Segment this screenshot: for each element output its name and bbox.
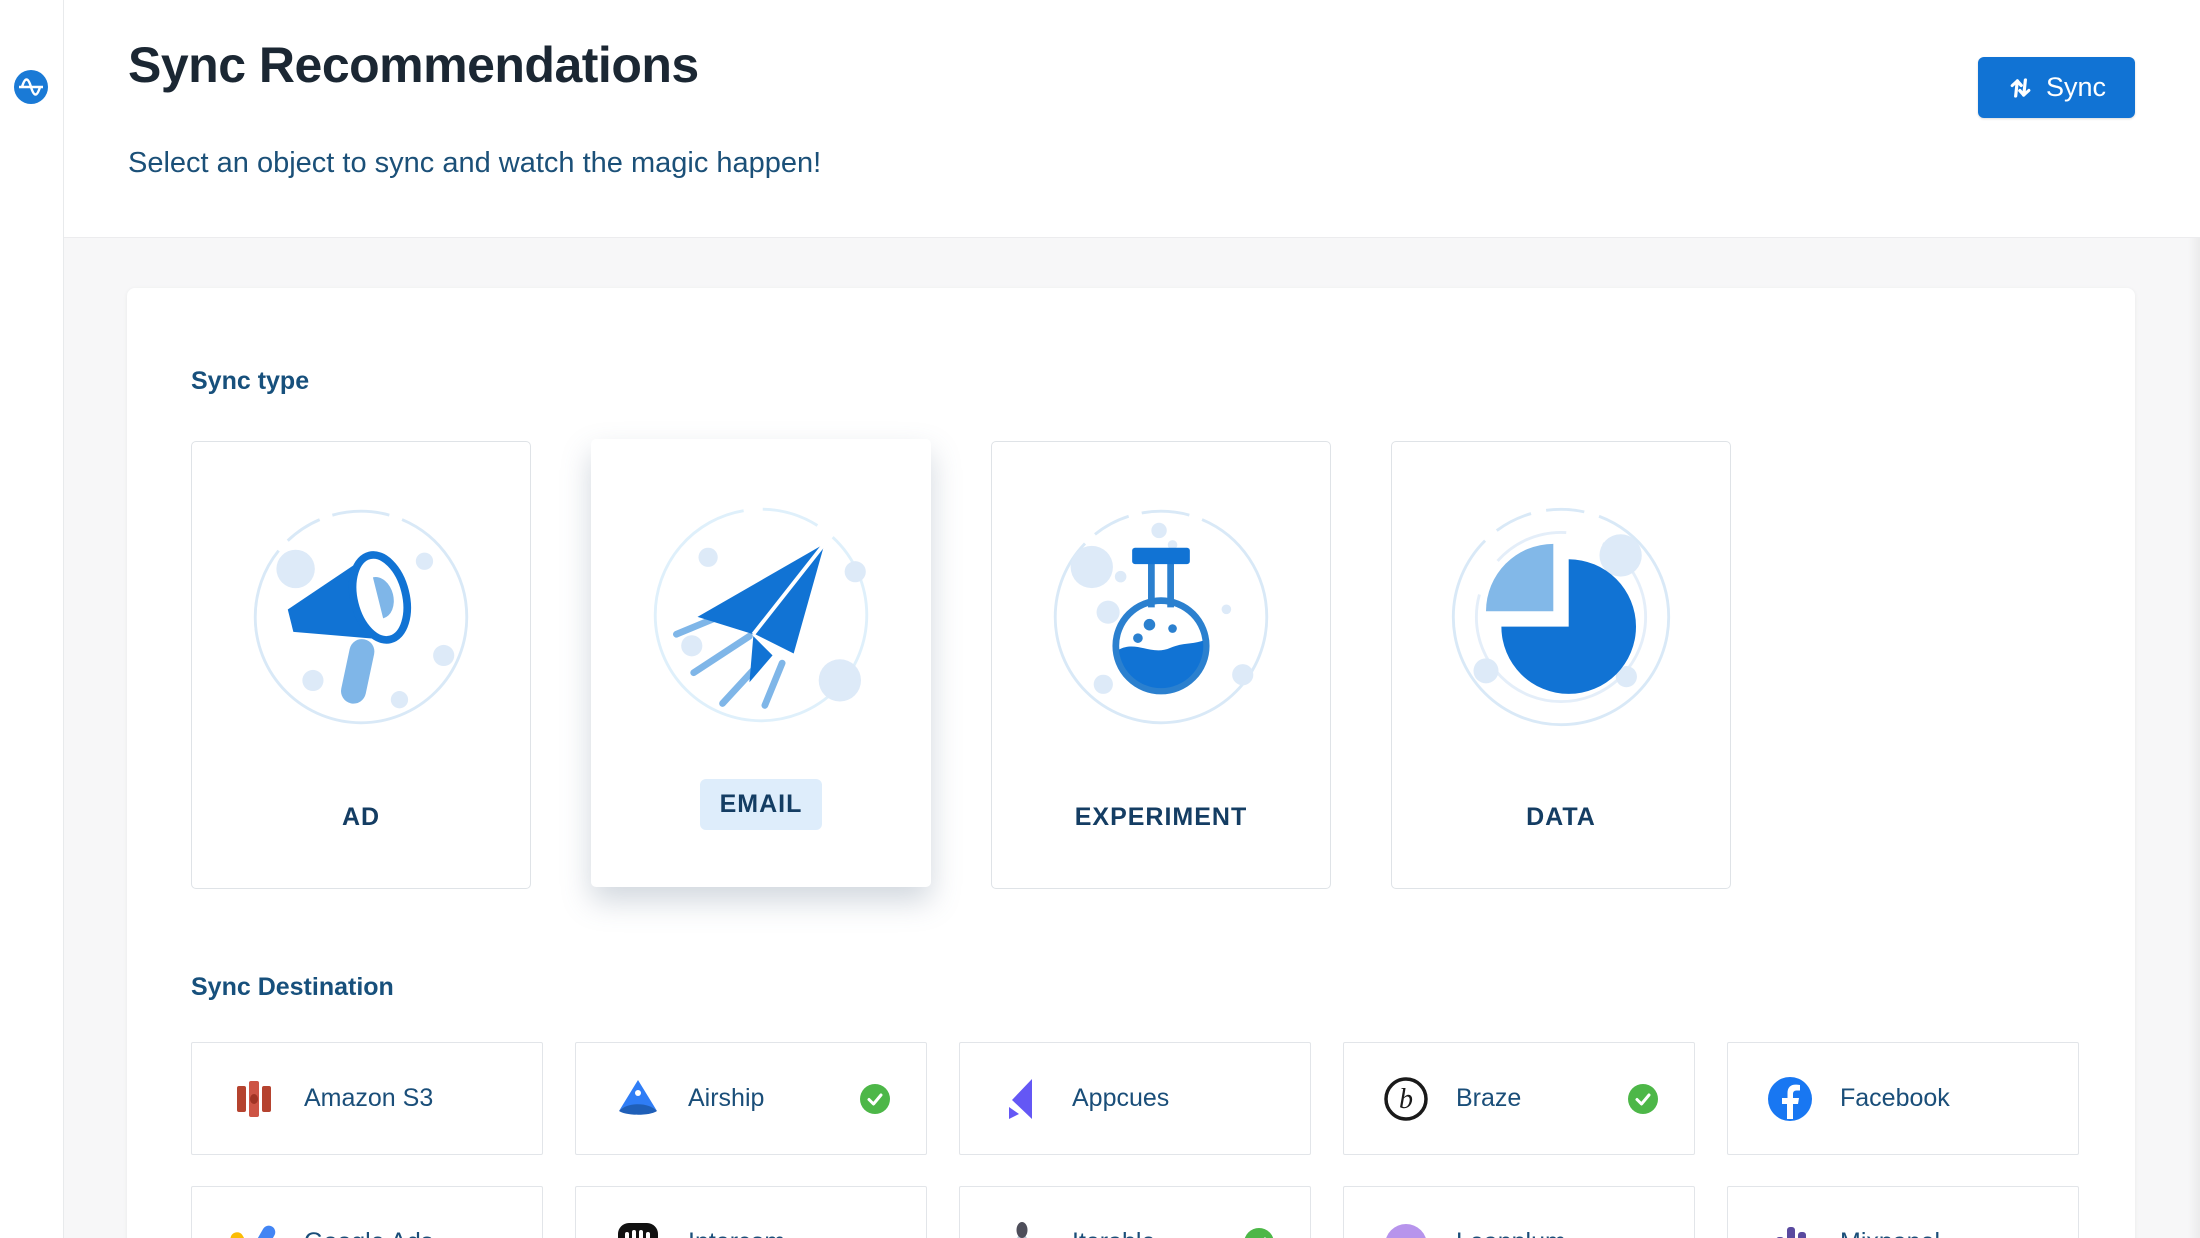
page-subtitle: Select an object to sync and watch the m… [128,147,822,179]
amazon-s3-icon [237,1080,271,1117]
sync-type-label-ad: AD [341,803,381,831]
destination-label: Leanplum [1456,1228,1566,1238]
connected-check-icon [860,1084,890,1114]
destination-label: Iterable [1072,1228,1155,1238]
sync-button[interactable]: Sync [1978,57,2135,118]
paper-plane-illustration-icon [653,507,869,723]
appcues-icon [1009,1078,1032,1119]
sync-type-options: AD [191,439,2135,889]
amplitude-logo[interactable] [14,70,48,104]
page-title: Sync Recommendations [128,37,699,93]
connected-check-icon [1244,1228,1274,1238]
destination-tile-facebook[interactable]: Facebook [1727,1042,2079,1155]
destination-label: Intercom [688,1228,785,1238]
flask-illustration-icon [1053,509,1269,725]
destination-label: Braze [1456,1084,1522,1112]
destination-tile-intercom[interactable]: Intercom [575,1186,927,1238]
window-edge-shade [2188,238,2200,1238]
svg-text:b: b [1399,1084,1413,1115]
sync-destination-heading: Sync Destination [191,973,394,1001]
destination-tile-airship[interactable]: Airship [575,1042,927,1155]
destination-tile-braze[interactable]: b Braze [1343,1042,1695,1155]
destination-tile-iterable[interactable]: Iterable [959,1186,1311,1238]
destination-label: Amazon S3 [304,1084,434,1112]
sync-button-label: Sync [2045,72,2107,102]
connected-check-icon [1628,1084,1658,1114]
sync-type-heading: Sync type [191,367,310,395]
destination-label: Mixpanel [1840,1228,1940,1238]
destination-tile-amazon-s3[interactable]: Amazon S3 [191,1042,543,1155]
destination-tile-mixpanel[interactable]: Mixpanel [1727,1186,2079,1238]
sync-destination-grid: Amazon S3 Airship [191,1042,2079,1238]
sync-type-label-experiment: EXPERIMENT [1074,803,1248,831]
airship-icon [619,1079,657,1115]
left-rail [0,0,64,1238]
sync-type-card-experiment[interactable]: EXPERIMENT [991,441,1331,889]
sync-type-card-email[interactable]: EMAIL [591,439,931,887]
mixpanel-icon [1776,1226,1806,1238]
destination-label: Appcues [1072,1084,1170,1112]
sync-type-label-email: EMAIL [699,779,823,830]
destination-tile-leanplum[interactable]: Leanplum [1343,1186,1695,1238]
destination-tile-google-ads[interactable]: Google Ads [191,1186,543,1238]
destination-label: Google Ads [304,1228,433,1238]
sync-type-card-ad[interactable]: AD [191,441,531,889]
sync-panel: Sync type [127,288,2135,1238]
amplitude-wave-icon [19,78,43,96]
destination-label: Airship [688,1084,765,1112]
iterable-icon [1016,1221,1028,1238]
sync-arrows-icon [2010,78,2031,98]
destination-label: Facebook [1840,1084,1950,1112]
destination-tile-appcues[interactable]: Appcues [959,1042,1311,1155]
leanplum-icon [1386,1223,1426,1238]
pie-chart-illustration-icon [1451,507,1671,727]
sync-type-label-data: DATA [1526,803,1596,831]
content-area: Sync type [64,238,2200,1238]
page-header: Sync Recommendations Select an object to… [64,0,2200,238]
sync-type-card-data[interactable]: DATA [1391,441,1731,889]
facebook-icon [1768,1076,1812,1121]
intercom-icon [618,1222,658,1238]
megaphone-illustration-icon [253,509,469,725]
braze-icon: b [1384,1076,1428,1121]
google-ads-icon [230,1225,276,1238]
